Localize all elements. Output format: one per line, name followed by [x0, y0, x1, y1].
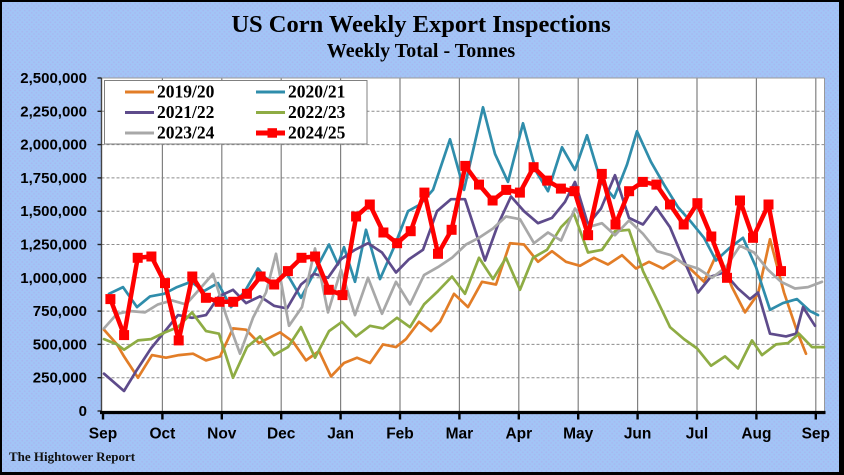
svg-text:2,250,000: 2,250,000 — [20, 103, 87, 120]
svg-text:May: May — [563, 426, 594, 443]
svg-text:Sep: Sep — [89, 426, 117, 443]
svg-text:1,500,000: 1,500,000 — [20, 203, 87, 220]
svg-text:Nov: Nov — [207, 426, 237, 443]
svg-text:Apr: Apr — [505, 426, 532, 443]
svg-text:Jan: Jan — [327, 426, 354, 443]
svg-text:Oct: Oct — [149, 426, 175, 443]
svg-text:Dec: Dec — [267, 426, 296, 443]
svg-text:2,000,000: 2,000,000 — [20, 137, 87, 154]
svg-text:Feb: Feb — [386, 426, 414, 443]
svg-text:1,750,000: 1,750,000 — [20, 170, 87, 187]
svg-text:Mar: Mar — [446, 426, 474, 443]
svg-text:1,000,000: 1,000,000 — [20, 270, 87, 287]
svg-text:2020/21: 2020/21 — [288, 82, 345, 102]
svg-text:2023/24: 2023/24 — [157, 123, 215, 143]
svg-text:The Hightower Report: The Hightower Report — [9, 449, 136, 464]
svg-text:0: 0 — [79, 403, 87, 420]
svg-text:2022/23: 2022/23 — [288, 102, 346, 122]
svg-text:US Corn Weekly Export Inspecti: US Corn Weekly Export Inspections — [231, 11, 610, 38]
svg-text:2024/25: 2024/25 — [288, 123, 346, 143]
svg-text:2019/20: 2019/20 — [157, 82, 215, 102]
svg-text:250,000: 250,000 — [33, 370, 87, 387]
svg-text:2021/22: 2021/22 — [157, 102, 214, 122]
svg-text:1,250,000: 1,250,000 — [20, 237, 87, 254]
svg-text:Jun: Jun — [624, 426, 652, 443]
svg-text:750,000: 750,000 — [33, 303, 87, 320]
svg-text:500,000: 500,000 — [33, 336, 87, 353]
svg-text:Sep: Sep — [802, 426, 830, 443]
svg-text:2,500,000: 2,500,000 — [20, 70, 87, 87]
svg-text:Jul: Jul — [686, 426, 708, 443]
svg-text:Aug: Aug — [741, 426, 771, 443]
svg-text:Weekly Total - Tonnes: Weekly Total - Tonnes — [327, 40, 516, 62]
